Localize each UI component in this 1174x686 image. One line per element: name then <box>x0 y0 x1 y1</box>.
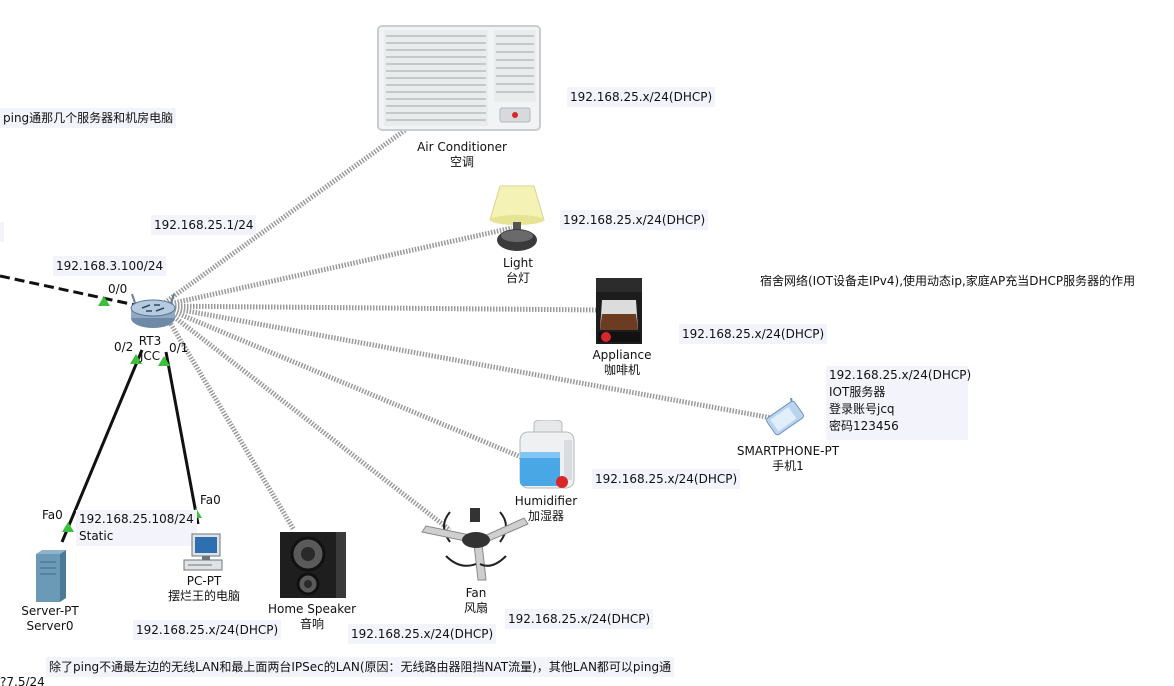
note-fan-ip: 192.168.25.x/24(DHCP) <box>505 609 654 629</box>
server-link <box>60 349 144 543</box>
note-phone-account: 登录账号jcq <box>829 402 895 416</box>
pc-link <box>164 351 200 525</box>
ac-label: Air Conditioner 空调 <box>417 140 507 170</box>
note-light-ip: 192.168.25.x/24(DHCP) <box>560 210 709 230</box>
wan-link <box>0 274 141 308</box>
note-bottom: 除了ping不通最左边的无线LAN和最上面两台IPSec的LAN(原因：无线路由… <box>46 657 675 677</box>
pc-label: PC-PT 摆烂王的电脑 <box>168 574 240 604</box>
port-label-r-wan: 0/0 <box>108 282 128 296</box>
coffee-maker-icon <box>596 278 642 344</box>
wireless-link-humidifier <box>159 303 529 463</box>
note-phone-iot: IOT服务器 <box>829 385 886 399</box>
device-appliance[interactable] <box>594 276 644 346</box>
pc-name-text: PC-PT <box>186 574 222 588</box>
device-speaker[interactable] <box>278 530 348 600</box>
phone-label-text: 手机1 <box>772 459 804 473</box>
router-name: RT3 JCC <box>139 334 161 364</box>
server-label-text: Server0 <box>26 619 74 633</box>
appliance-label-text: 咖啡机 <box>603 363 640 377</box>
light-label-text: 台灯 <box>505 271 531 285</box>
device-server[interactable] <box>32 548 68 602</box>
port-label-r-left: 0/2 <box>114 340 134 354</box>
note-server-ip: 192.168.25.108/24 <box>79 512 194 526</box>
wireless-link-fan <box>158 304 452 532</box>
humidifier-icon <box>519 419 575 489</box>
device-humidifier[interactable] <box>514 419 576 492</box>
pc-icon <box>183 533 223 571</box>
note-phone: 192.168.25.x/24(DHCP) IOT服务器 登录账号jcq 密码1… <box>826 366 972 440</box>
phone-name-text: SMARTPHONE-PT <box>736 444 840 458</box>
light-label: Light 台灯 <box>503 256 533 286</box>
note-server: 192.168.25.108/24 Static <box>76 510 197 546</box>
device-air-conditioner[interactable] <box>376 24 542 134</box>
speaker-label-text: 音响 <box>299 617 324 631</box>
router-name-text: RT3 <box>138 334 162 348</box>
note-phone-ip: 192.168.25.x/24(DHCP) <box>829 368 972 382</box>
speaker-icon <box>280 532 346 598</box>
link-up-indicator <box>158 356 170 366</box>
port-label-pc: Fa0 <box>200 493 221 507</box>
humidifier-label-text: 加湿器 <box>527 509 565 523</box>
light-name-text: Light <box>503 256 533 270</box>
link-up-indicator <box>98 296 110 306</box>
note-router-ip: 192.168.25.1/24 <box>151 215 257 235</box>
note-humidifier-ip: 192.168.25.x/24(DHCP) <box>592 469 741 489</box>
link-up-indicator <box>62 522 74 532</box>
lamp-icon <box>489 185 545 251</box>
wireless-link-speaker <box>157 304 297 532</box>
note-bottom-left-cut: ?7.5/24 <box>0 677 45 686</box>
note-pc-ip: 192.168.25.x/24(DHCP) <box>133 620 282 640</box>
server-label: Server-PT Server0 <box>21 604 78 634</box>
device-smartphone[interactable] <box>760 392 810 438</box>
note-left-edge <box>0 222 4 242</box>
wireless-link-phone <box>159 303 773 421</box>
note-top-left: ping通那几个服务器和机房电脑 <box>0 108 177 128</box>
device-light[interactable] <box>488 182 546 254</box>
server-icon <box>36 550 66 602</box>
router-label-text: JCC <box>139 349 161 363</box>
port-label-server: Fa0 <box>42 508 63 522</box>
device-router[interactable] <box>128 292 178 332</box>
pc-label-text: 摆烂王的电脑 <box>167 589 241 603</box>
fan-name-text: Fan <box>465 586 487 600</box>
air-conditioner-icon <box>377 25 541 131</box>
humidifier-name-text: Humidifier <box>514 494 578 508</box>
port-label-r-right: 0/1 <box>169 341 189 355</box>
wireless-link-appliance <box>159 303 601 313</box>
wireless-link-light <box>159 225 513 309</box>
fan-label: Fan 风扇 <box>464 586 488 616</box>
speaker-name-text: Home Speaker <box>267 602 357 616</box>
router-icon <box>130 293 176 328</box>
smartphone-icon <box>766 392 804 436</box>
note-dorm: 宿舍网络(IOT设备走IPv4),使用动态ip,家庭AP充当DHCP服务器的作用 <box>760 274 1136 288</box>
appliance-name-text: Appliance <box>592 348 652 362</box>
device-fan[interactable] <box>420 504 530 584</box>
device-pc[interactable] <box>182 532 224 572</box>
note-appliance-ip: 192.168.25.x/24(DHCP) <box>679 324 828 344</box>
wired-links <box>0 274 200 543</box>
note-phone-password: 密码123456 <box>829 419 899 433</box>
appliance-label: Appliance 咖啡机 <box>592 348 651 378</box>
phone-label: SMARTPHONE-PT 手机1 <box>737 444 839 474</box>
ceiling-fan-icon <box>421 508 529 581</box>
wireless-links <box>157 125 773 532</box>
ac-name-text: Air Conditioner <box>417 140 507 154</box>
humidifier-label: Humidifier 加湿器 <box>515 494 577 524</box>
note-speaker-ip: 192.168.25.x/24(DHCP) <box>348 624 497 644</box>
note-server-mode: Static <box>79 529 114 543</box>
fan-label-text: 风扇 <box>463 601 489 615</box>
ac-label-text: 空调 <box>449 155 474 169</box>
speaker-label: Home Speaker 音响 <box>268 602 356 632</box>
note-ac-ip: 192.168.25.x/24(DHCP) <box>567 87 716 107</box>
server-name-text: Server-PT <box>21 604 79 618</box>
link-up-indicator <box>130 354 142 364</box>
note-wan-ip: 192.168.3.100/24 <box>53 256 167 276</box>
